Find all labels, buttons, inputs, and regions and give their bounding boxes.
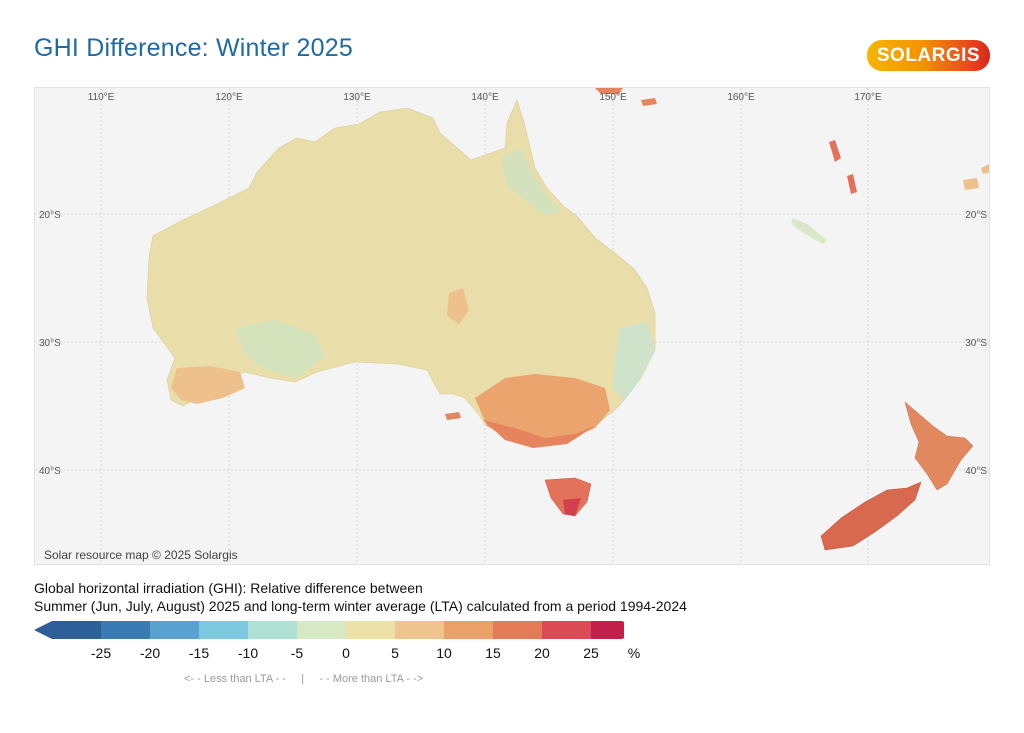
- legend-title-line-2: Summer (Jun, July, August) 2025 and long…: [34, 598, 687, 614]
- lon-label-110: 110°E: [88, 92, 115, 103]
- legend-tick-label: -10: [237, 645, 259, 661]
- positive-region-southwest: [171, 366, 245, 404]
- legend-swatch: [591, 621, 624, 639]
- lat-label-20-left: 20°S: [39, 210, 61, 221]
- fiji: [963, 164, 989, 190]
- legend-tick-label: 20: [534, 645, 550, 661]
- lat-label-30-left: 30°S: [39, 338, 61, 349]
- tasmania-south: [563, 498, 581, 516]
- legend-swatch: [444, 621, 493, 639]
- legend-swatch: [346, 621, 395, 639]
- lon-label-170: 170°E: [854, 92, 882, 103]
- lon-label-130: 130°E: [343, 92, 371, 103]
- lat-label-40-left: 40°S: [39, 466, 61, 477]
- lta-note: <- - Less than LTA - - | - - More than L…: [184, 673, 424, 685]
- negative-region-west: [235, 320, 325, 378]
- legend-tick-label: -15: [188, 645, 210, 661]
- legend-tick-label: -5: [290, 645, 304, 661]
- solargis-logo: SOLARGIS: [867, 40, 990, 71]
- map-title: GHI Difference: Winter 2025: [34, 34, 353, 62]
- legend-swatch: [493, 621, 542, 639]
- lon-label-140: 140°E: [471, 92, 499, 103]
- legend-tick-label: 0: [342, 645, 350, 661]
- negative-region-east: [613, 322, 655, 400]
- legend-swatch: [542, 621, 591, 639]
- new-zealand-north-island[interactable]: [904, 401, 974, 491]
- legend-swatch: [297, 621, 346, 639]
- legend-tick-label: 15: [485, 645, 501, 661]
- map-copyright: Solar resource map © 2025 Solargis: [44, 548, 238, 562]
- lon-label-160: 160°E: [727, 92, 755, 103]
- kangaroo-island: [445, 412, 461, 420]
- legend-unit-label: %: [627, 645, 641, 661]
- legend-color-bar: [34, 621, 624, 639]
- legend-swatch: [34, 621, 101, 639]
- positive-region-central: [447, 288, 469, 324]
- vanuatu: [829, 140, 857, 194]
- legend-tick-label: -25: [90, 645, 112, 661]
- legend-swatch: [199, 621, 248, 639]
- legend-tick-label: 10: [436, 645, 452, 661]
- new-caledonia: [791, 218, 827, 244]
- negative-region-north: [501, 148, 560, 216]
- new-zealand-south-island[interactable]: [820, 481, 922, 551]
- positive-region-southeast: [475, 374, 610, 446]
- tasmania[interactable]: [544, 477, 592, 517]
- lon-label-120: 120°E: [215, 92, 243, 103]
- legend-swatch: [150, 621, 199, 639]
- map-canvas: 110°E 120°E 130°E 140°E 150°E 160°E 170°…: [35, 88, 989, 564]
- lat-label-40-right: 40°S: [965, 466, 987, 477]
- lat-label-20-right: 20°S: [965, 210, 987, 221]
- legend-tick-label: -20: [139, 645, 161, 661]
- legend-title: Global horizontal irradiation (GHI): Rel…: [34, 579, 687, 615]
- legend-tick-label: 5: [391, 645, 399, 661]
- lat-label-30-right: 30°S: [965, 338, 987, 349]
- legend-tick-label: 25: [583, 645, 599, 661]
- positive-region-victoria: [483, 420, 595, 448]
- legend-swatch: [248, 621, 297, 639]
- papua-coast: [595, 88, 657, 106]
- lon-label-150: 150°E: [599, 92, 627, 103]
- legend-tick-labels: -25 -20 -15 -10 -5 0 5 10 15 20 25%: [34, 645, 640, 665]
- legend-swatch: [395, 621, 444, 639]
- legend-title-line-1: Global horizontal irradiation (GHI): Rel…: [34, 580, 423, 596]
- legend-swatch: [101, 621, 150, 639]
- map-panel[interactable]: 110°E 120°E 130°E 140°E 150°E 160°E 170°…: [34, 87, 990, 565]
